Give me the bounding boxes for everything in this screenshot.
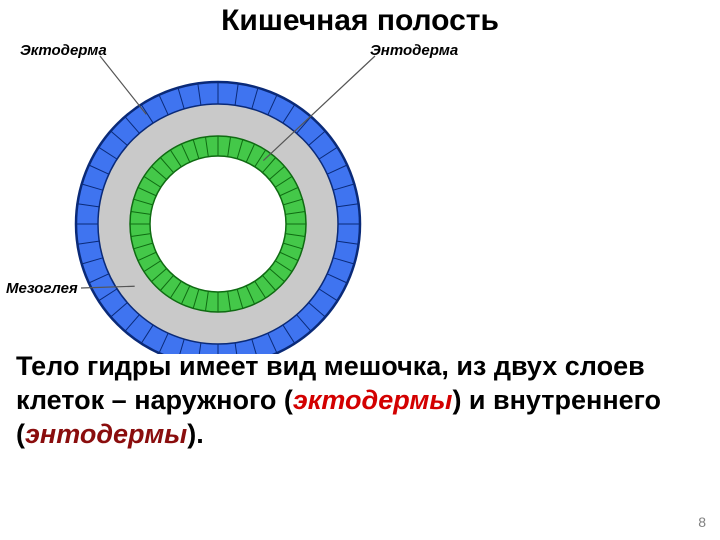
description-text: Тело гидры имеет вид мешочка, из двух сл… — [16, 350, 716, 451]
page-title: Кишечная полость — [0, 4, 720, 38]
page-number: 8 — [698, 514, 706, 530]
label-endoderm: Энтодерма — [370, 42, 458, 59]
label-mesoglea: Мезоглея — [6, 280, 78, 297]
hydra-cross-section-diagram — [0, 34, 470, 354]
label-ectoderm: Эктодерма — [20, 42, 107, 59]
